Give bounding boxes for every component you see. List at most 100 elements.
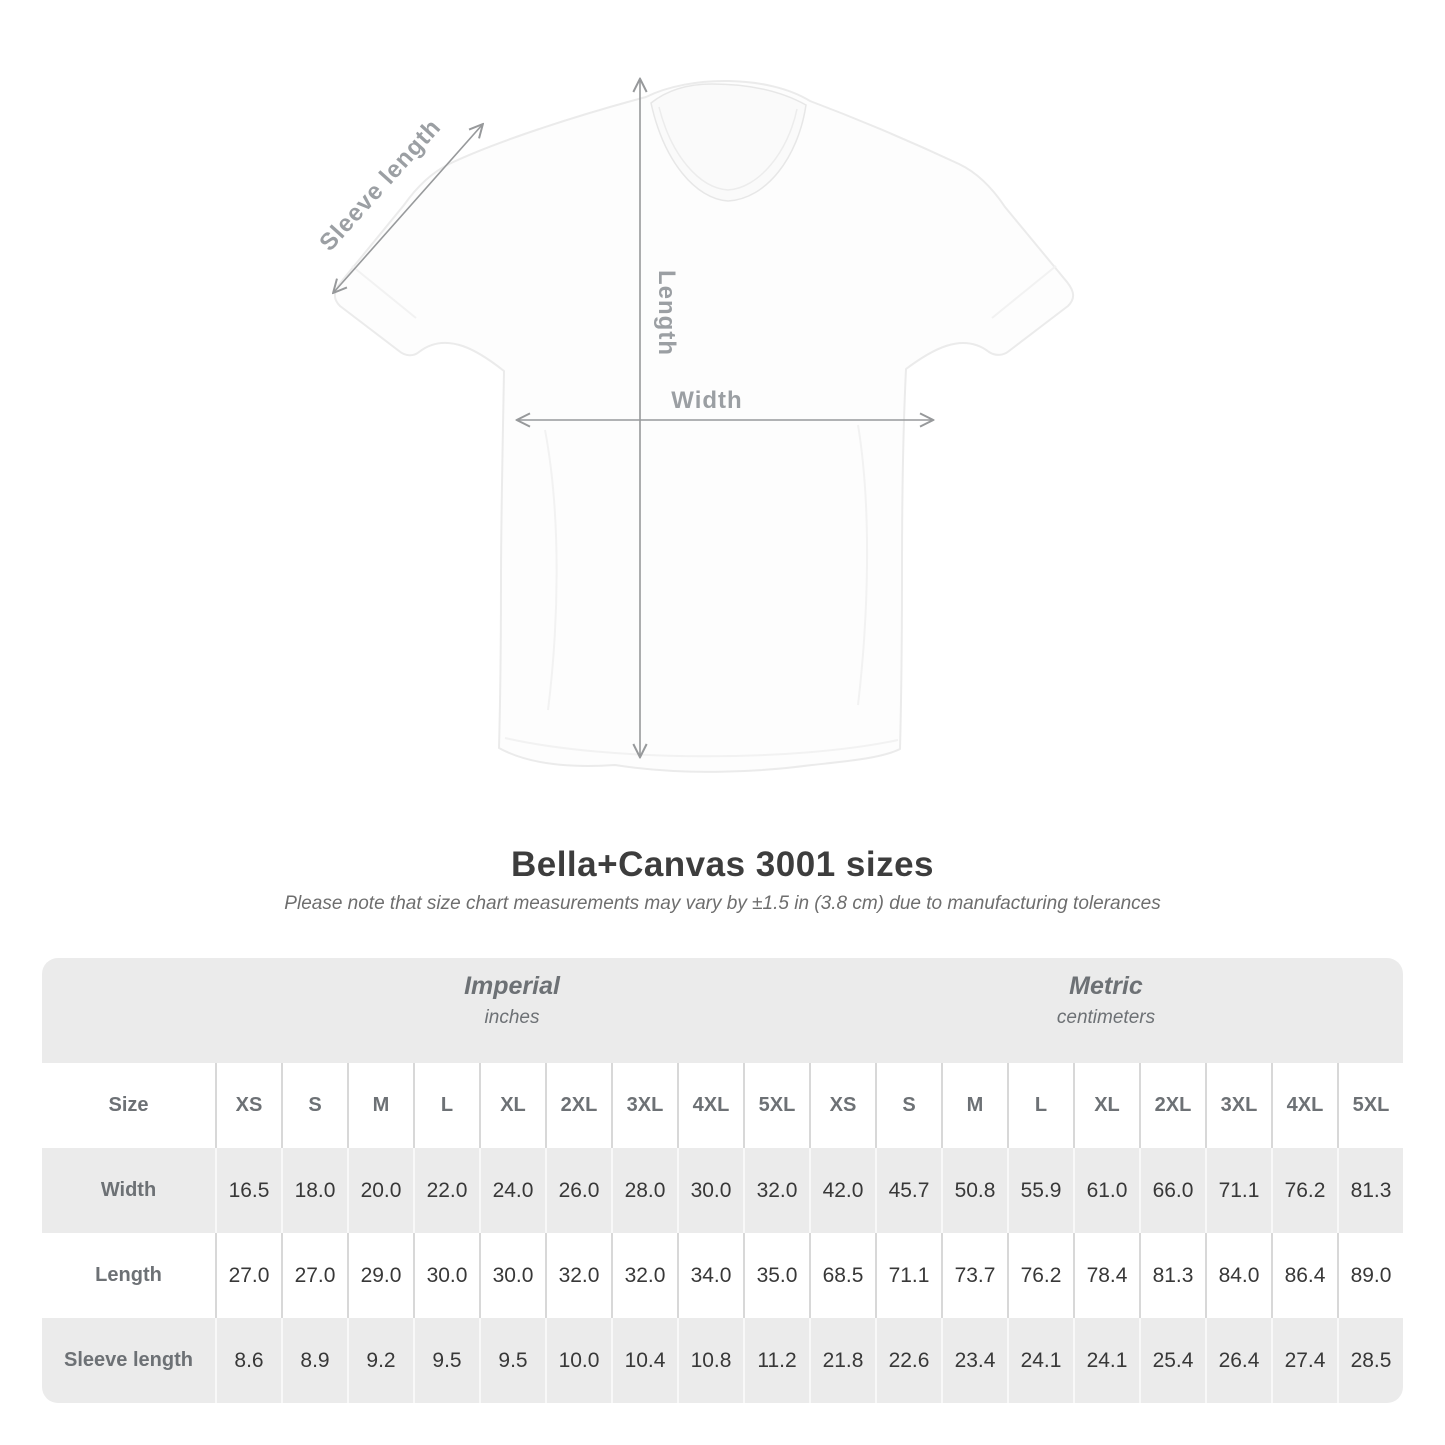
imperial-section-header: Imperial inches	[215, 958, 809, 1063]
col-header-metric-s: S	[875, 1063, 941, 1148]
value-imperial: 9.2	[347, 1318, 413, 1403]
sleeve-length-arrow	[334, 125, 482, 292]
value-metric: 84.0	[1205, 1233, 1271, 1318]
col-header-metric-3xl: 3XL	[1205, 1063, 1271, 1148]
value-metric: 24.1	[1073, 1318, 1139, 1403]
value-imperial: 11.2	[743, 1318, 809, 1403]
col-header-imperial-5xl: 5XL	[743, 1063, 809, 1148]
row-label: Length	[95, 1264, 162, 1286]
col-header-imperial-m: M	[347, 1063, 413, 1148]
value-metric: 24.1	[1007, 1318, 1073, 1403]
table-row-length: Length 27.0 27.0 29.0 30.0 30.0 32.0 32.0 34.0 35…	[42, 1233, 1403, 1318]
value-imperial: 24.0	[479, 1148, 545, 1233]
value-imperial: 9.5	[413, 1318, 479, 1403]
value-metric: 21.8	[809, 1318, 875, 1403]
tshirt-graphic	[333, 80, 1075, 773]
col-header-imperial-s: S	[281, 1063, 347, 1148]
table-body: Width 16.5 18.0 20.0 22.0 24.0 26.0 28.0 30.0 32.…	[42, 1148, 1403, 1403]
value-imperial: 10.8	[677, 1318, 743, 1403]
value-metric: 42.0	[809, 1148, 875, 1233]
size-header-row: Size XS S M L XL 2XL 3XL 4XL 5XL XS S M L XL 2XL 3XL 4XL 5…	[42, 1063, 1403, 1148]
row-label: Width	[100, 1179, 157, 1201]
size-column-header: Size	[108, 1094, 149, 1116]
table-header-spacer	[42, 958, 215, 1063]
col-header-metric-m: M	[941, 1063, 1007, 1148]
value-metric: 89.0	[1337, 1233, 1403, 1318]
col-header-metric-4xl: 4XL	[1271, 1063, 1337, 1148]
value-imperial: 18.0	[281, 1148, 347, 1233]
value-imperial: 10.4	[611, 1318, 677, 1403]
value-metric: 76.2	[1271, 1148, 1337, 1233]
tshirt-measurement-diagram: Sleeve length Length Width	[314, 0, 1075, 773]
col-header-imperial-2xl: 2XL	[545, 1063, 611, 1148]
value-metric: 66.0	[1139, 1148, 1205, 1233]
width-label: Width	[671, 387, 742, 414]
value-imperial: 8.9	[281, 1318, 347, 1403]
value-metric: 27.4	[1271, 1318, 1337, 1403]
value-imperial: 34.0	[677, 1233, 743, 1318]
value-imperial: 27.0	[215, 1233, 281, 1318]
tolerance-note: Please note that size chart measurements…	[284, 893, 1161, 914]
row-label: Sleeve length	[64, 1349, 193, 1371]
value-metric: 50.8	[941, 1148, 1007, 1233]
tshirt-collar-seam	[658, 106, 798, 191]
col-header-imperial-l: L	[413, 1063, 479, 1148]
col-header-imperial-xl: XL	[479, 1063, 545, 1148]
value-imperial: 10.0	[545, 1318, 611, 1403]
size-chart-table: Imperial inches Metric centimeters Size X…	[42, 958, 1403, 1403]
table-row-width: Width 16.5 18.0 20.0 22.0 24.0 26.0 28.0 30.0 32.…	[42, 1148, 1403, 1233]
col-header-metric-5xl: 5XL	[1337, 1063, 1403, 1148]
value-metric: 81.3	[1337, 1148, 1403, 1233]
value-imperial: 30.0	[677, 1148, 743, 1233]
col-header-imperial-4xl: 4XL	[677, 1063, 743, 1148]
value-metric: 22.6	[875, 1318, 941, 1403]
value-imperial: 30.0	[479, 1233, 545, 1318]
value-metric: 23.4	[941, 1318, 1007, 1403]
imperial-title: Imperial	[464, 972, 560, 1000]
value-metric: 78.4	[1073, 1233, 1139, 1318]
value-metric: 76.2	[1007, 1233, 1073, 1318]
value-imperial: 32.0	[743, 1148, 809, 1233]
length-label: Length	[653, 270, 680, 356]
metric-section-header: Metric centimeters	[809, 958, 1403, 1063]
table-row-sleeve-length: Sleeve length 8.6 8.9 9.2 9.5 9.5 10.0 10.4 10.8…	[42, 1318, 1403, 1403]
value-imperial: 32.0	[611, 1233, 677, 1318]
value-imperial: 20.0	[347, 1148, 413, 1233]
col-header-imperial-3xl: 3XL	[611, 1063, 677, 1148]
value-metric: 61.0	[1073, 1148, 1139, 1233]
value-imperial: 26.0	[545, 1148, 611, 1233]
value-metric: 25.4	[1139, 1318, 1205, 1403]
value-metric: 71.1	[1205, 1148, 1271, 1233]
value-metric: 28.5	[1337, 1318, 1403, 1403]
value-metric: 68.5	[809, 1233, 875, 1318]
col-header-metric-l: L	[1007, 1063, 1073, 1148]
value-metric: 86.4	[1271, 1233, 1337, 1318]
value-metric: 45.7	[875, 1148, 941, 1233]
value-metric: 71.1	[875, 1233, 941, 1318]
col-header-imperial-xs: XS	[215, 1063, 281, 1148]
col-header-metric-2xl: 2XL	[1139, 1063, 1205, 1148]
value-imperial: 28.0	[611, 1148, 677, 1233]
col-header-metric-xs: XS	[809, 1063, 875, 1148]
value-imperial: 16.5	[215, 1148, 281, 1233]
value-imperial: 30.0	[413, 1233, 479, 1318]
value-imperial: 9.5	[479, 1318, 545, 1403]
value-imperial: 22.0	[413, 1148, 479, 1233]
metric-title: Metric	[1069, 972, 1143, 1000]
value-imperial: 32.0	[545, 1233, 611, 1318]
value-imperial: 35.0	[743, 1233, 809, 1318]
tshirt-collar	[650, 83, 807, 202]
value-metric: 73.7	[941, 1233, 1007, 1318]
value-imperial: 29.0	[347, 1233, 413, 1318]
value-imperial: 8.6	[215, 1318, 281, 1403]
value-metric: 26.4	[1205, 1318, 1271, 1403]
imperial-unit: inches	[484, 1007, 540, 1028]
table-header: Imperial inches Metric centimeters	[42, 958, 1403, 1063]
value-metric: 55.9	[1007, 1148, 1073, 1233]
value-imperial: 27.0	[281, 1233, 347, 1318]
col-header-metric-xl: XL	[1073, 1063, 1139, 1148]
measurement-arrows	[334, 80, 932, 756]
page-title: Bella+Canvas 3001 sizes	[510, 845, 935, 884]
value-metric: 81.3	[1139, 1233, 1205, 1318]
metric-unit: centimeters	[1056, 1007, 1156, 1028]
